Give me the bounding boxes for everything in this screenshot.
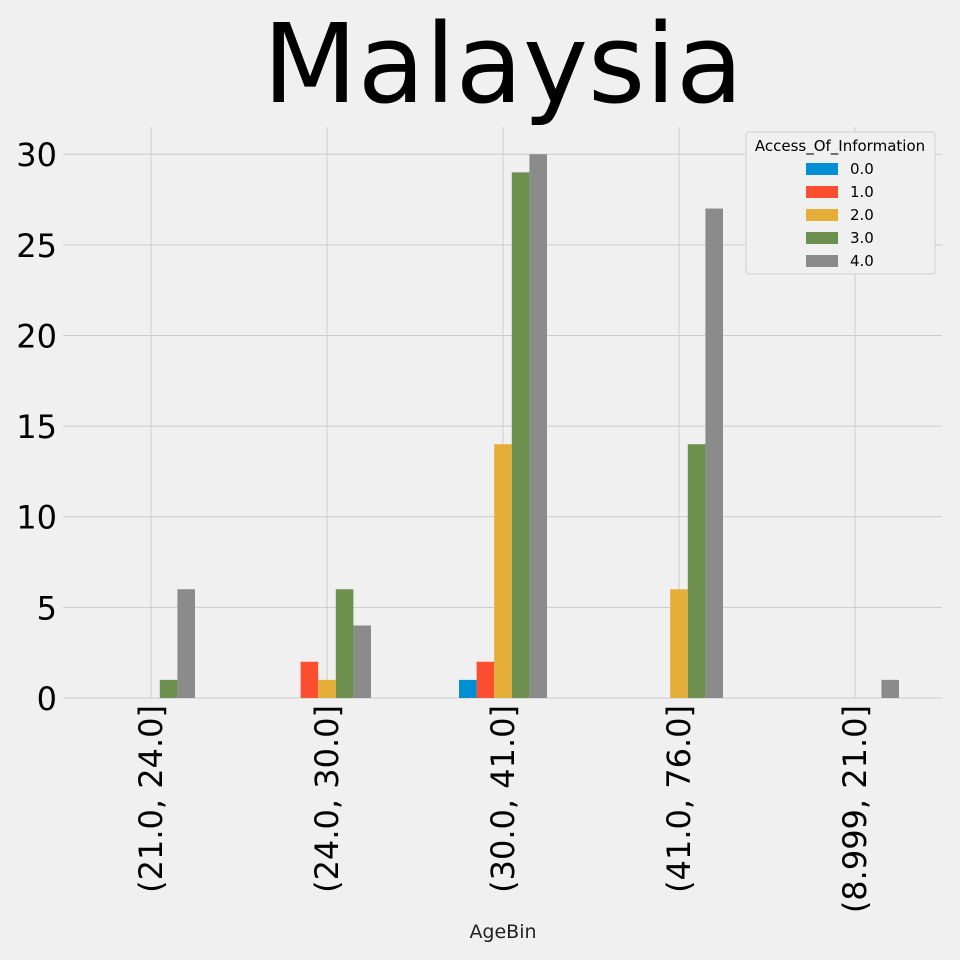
x-tick-label: (24.0, 30.0]	[308, 705, 346, 893]
x-axis-label: AgeBin	[469, 921, 536, 943]
bar-3.0-(24.0, 30.0]	[335, 589, 354, 698]
y-tick-label: 25	[16, 227, 57, 265]
legend-label-2.0: 2.0	[850, 206, 874, 224]
legend-swatch-3.0	[806, 232, 838, 244]
bar-1.0-(24.0, 30.0]	[300, 661, 319, 698]
bar-4.0-(24.0, 30.0]	[353, 625, 371, 698]
y-tick-label: 15	[16, 408, 57, 446]
legend: Access_Of_Information 0.0 1.0 2.0 3.0 4.0	[745, 131, 936, 275]
bar-2.0-(41.0, 76.0]	[670, 589, 688, 698]
legend-items: 0.0 1.0 2.0 3.0 4.0	[806, 160, 874, 270]
y-tick-label: 5	[37, 589, 57, 627]
bar-4.0-(30.0, 41.0]	[529, 154, 547, 698]
chart-title: Malaysia	[263, 0, 744, 128]
bar-0.0-(30.0, 41.0]	[459, 679, 477, 698]
legend-label-3.0: 3.0	[850, 229, 874, 247]
legend-box	[745, 131, 936, 275]
bar-2.0-(30.0, 41.0]	[494, 444, 512, 698]
bar-4.0-(8.999, 21.0]	[881, 679, 899, 698]
y-tick-labels: 0 5 10 15 20 25 30	[16, 136, 57, 718]
x-tick-label: (41.0, 76.0]	[660, 705, 698, 893]
bar-4.0-(21.0, 24.0]	[177, 589, 195, 698]
legend-title: Access_Of_Information	[755, 137, 925, 156]
legend-swatch-1.0	[806, 186, 838, 198]
y-tick-label: 20	[16, 317, 57, 355]
legend-label-4.0: 4.0	[850, 252, 874, 270]
bar-4.0-(41.0, 76.0]	[705, 208, 723, 699]
x-tick-label: (30.0, 41.0]	[484, 705, 522, 893]
x-tick-label: (8.999, 21.0]	[836, 705, 874, 913]
bars	[159, 154, 899, 699]
legend-swatch-2.0	[806, 209, 838, 221]
y-tick-label: 10	[16, 499, 57, 537]
bar-3.0-(30.0, 41.0]	[511, 172, 530, 699]
x-tick-labels: (21.0, 24.0] (24.0, 30.0] (30.0, 41.0] (41.…	[132, 705, 874, 913]
legend-label-1.0: 1.0	[850, 183, 874, 201]
y-tick-label: 30	[16, 136, 57, 174]
bar-3.0-(41.0, 76.0]	[687, 444, 706, 698]
bar-2.0-(24.0, 30.0]	[318, 679, 336, 698]
legend-label-0.0: 0.0	[850, 160, 874, 178]
legend-swatch-4.0	[806, 255, 838, 267]
x-tick-label: (21.0, 24.0]	[132, 705, 170, 893]
bar-3.0-(21.0, 24.0]	[159, 679, 178, 698]
legend-swatch-0.0	[806, 163, 838, 175]
bar-1.0-(30.0, 41.0]	[476, 661, 495, 698]
y-tick-label: 0	[37, 680, 57, 718]
